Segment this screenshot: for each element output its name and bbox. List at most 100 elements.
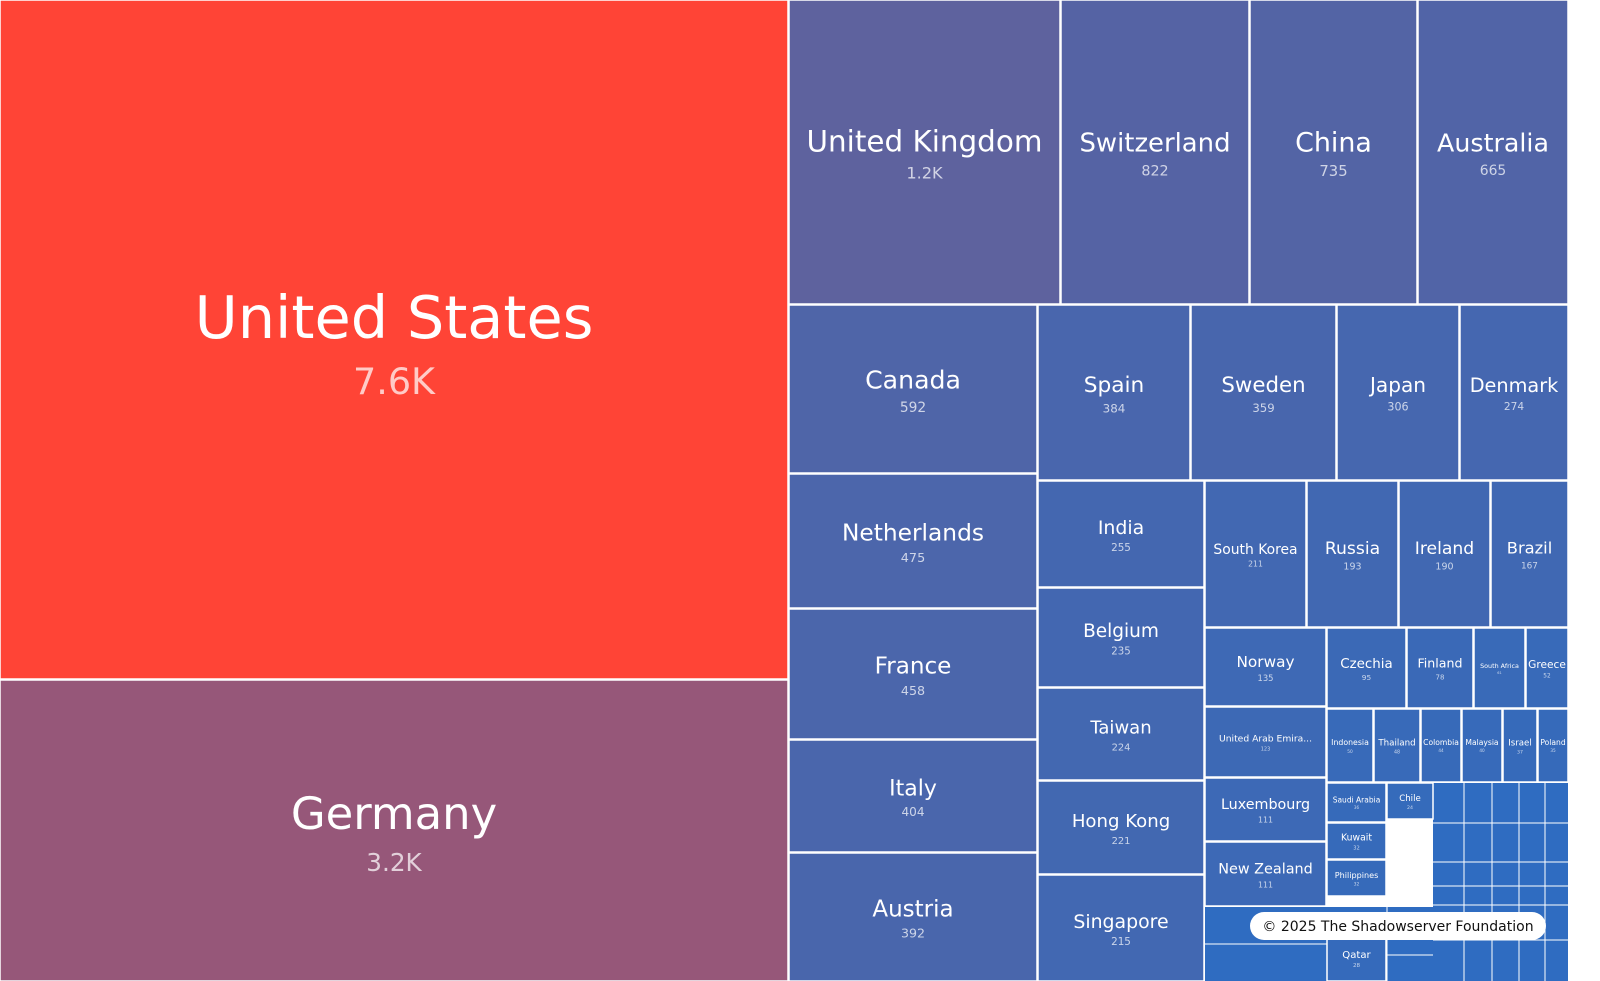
tile-value: 458 xyxy=(901,683,925,698)
tile-label: Switzerland xyxy=(1079,129,1230,159)
tile xyxy=(788,304,1038,474)
tile-value: 274 xyxy=(1504,401,1524,413)
tile-label: Austria xyxy=(872,897,953,923)
tile-value: 111 xyxy=(1258,816,1273,825)
tile xyxy=(1306,480,1399,628)
tile-label: Germany xyxy=(291,787,497,840)
tile-label: Italy xyxy=(889,776,937,801)
tile-label: Qatar xyxy=(1342,950,1371,961)
tile-value: 111 xyxy=(1258,880,1273,889)
tile-label: Norway xyxy=(1236,653,1294,671)
tile xyxy=(1037,480,1205,588)
tile xyxy=(1249,0,1418,305)
tile-label: Belgium xyxy=(1083,621,1159,642)
tile-label: United Kingdom xyxy=(807,125,1043,159)
tile-label: South Korea xyxy=(1213,542,1297,558)
tile xyxy=(1502,708,1538,783)
tile-value: 78 xyxy=(1436,673,1445,681)
tile-label: Singapore xyxy=(1073,911,1168,933)
tile xyxy=(788,473,1038,609)
tile-label: Thailand xyxy=(1377,738,1415,748)
tile-value: 384 xyxy=(1103,401,1126,415)
tile-value: 95 xyxy=(1362,673,1372,682)
tile-label: Taiwan xyxy=(1089,718,1151,739)
tile-value: 592 xyxy=(900,400,926,416)
tile-label: United Arab Emira... xyxy=(1219,734,1312,745)
tile xyxy=(1037,874,1205,981)
tile-label: Sweden xyxy=(1221,373,1305,398)
tile-value: 28 xyxy=(1353,963,1361,969)
tile xyxy=(788,0,1061,305)
small-tiles-area xyxy=(1433,783,1568,981)
tile xyxy=(0,0,789,680)
small-tile-grid xyxy=(1205,783,1568,981)
tile xyxy=(1417,0,1569,305)
tile xyxy=(1326,859,1387,897)
tile-label: Czechia xyxy=(1340,657,1392,672)
tile xyxy=(1537,708,1569,783)
tile xyxy=(1204,777,1327,842)
tile-value: 211 xyxy=(1248,559,1263,568)
tile-label: Canada xyxy=(865,365,961,394)
tile xyxy=(1490,480,1569,628)
tile-value: 392 xyxy=(901,926,925,941)
attribution-badge xyxy=(1250,912,1546,940)
tile-value: 7.6K xyxy=(353,360,436,403)
tile xyxy=(1326,627,1407,709)
tile-label: Malaysia xyxy=(1465,738,1498,747)
tile-value: 61 xyxy=(1497,671,1501,675)
tile-value: 37 xyxy=(1517,749,1523,755)
tile-value: 822 xyxy=(1141,163,1168,179)
tile-label: Philippines xyxy=(1335,870,1379,880)
tile xyxy=(1204,627,1327,707)
tile xyxy=(0,679,789,981)
tile-label: Hong Kong xyxy=(1072,811,1170,832)
tile-label: Luxembourg xyxy=(1221,797,1310,813)
tile-value: 36 xyxy=(1354,805,1360,810)
tile xyxy=(1525,627,1569,709)
tile xyxy=(1420,708,1462,783)
tile-value: 190 xyxy=(1435,561,1453,572)
tile-value: 193 xyxy=(1343,561,1361,572)
tile-label: South Africa xyxy=(1480,662,1519,670)
tile-value: 24 xyxy=(1407,805,1413,811)
tile xyxy=(1373,708,1421,783)
tile-value: 221 xyxy=(1112,836,1131,847)
tile xyxy=(1386,782,1434,820)
tile-label: India xyxy=(1098,517,1144,539)
tile-value: 32 xyxy=(1353,845,1359,851)
tile xyxy=(1190,304,1337,481)
tile xyxy=(1204,706,1327,778)
tile xyxy=(1326,708,1374,783)
tile-label: Israel xyxy=(1508,738,1532,748)
tile xyxy=(1473,627,1526,709)
tile-label: Kuwait xyxy=(1341,833,1372,844)
tile-value: 44 xyxy=(1438,748,1444,753)
tile-label: Ireland xyxy=(1415,539,1474,559)
tile xyxy=(1326,822,1387,860)
tile-value: 3.2K xyxy=(366,848,422,877)
tile-label: Spain xyxy=(1084,373,1145,398)
tile-label: Saudi Arabia xyxy=(1333,795,1381,804)
tile xyxy=(1204,480,1307,628)
tile-value: 40 xyxy=(1479,748,1485,753)
tile-value: 404 xyxy=(901,805,924,819)
tile-label: Indonesia xyxy=(1331,738,1369,747)
tile xyxy=(1336,304,1460,481)
tile xyxy=(1037,780,1205,875)
tile xyxy=(788,608,1038,740)
tile xyxy=(1037,687,1205,781)
tile-value: 665 xyxy=(1480,163,1507,179)
tile xyxy=(1398,480,1491,628)
tile-label: Japan xyxy=(1368,373,1426,397)
tile-value: 475 xyxy=(901,551,925,566)
tile xyxy=(1037,587,1205,688)
tile xyxy=(1037,304,1191,481)
tile xyxy=(1461,708,1503,783)
tile-label: New Zealand xyxy=(1218,862,1313,878)
tile-label: Finland xyxy=(1417,656,1462,671)
tile-value: 50 xyxy=(1347,749,1353,755)
tile-value: 52 xyxy=(1543,673,1551,679)
tile-label: Greece xyxy=(1528,659,1566,671)
